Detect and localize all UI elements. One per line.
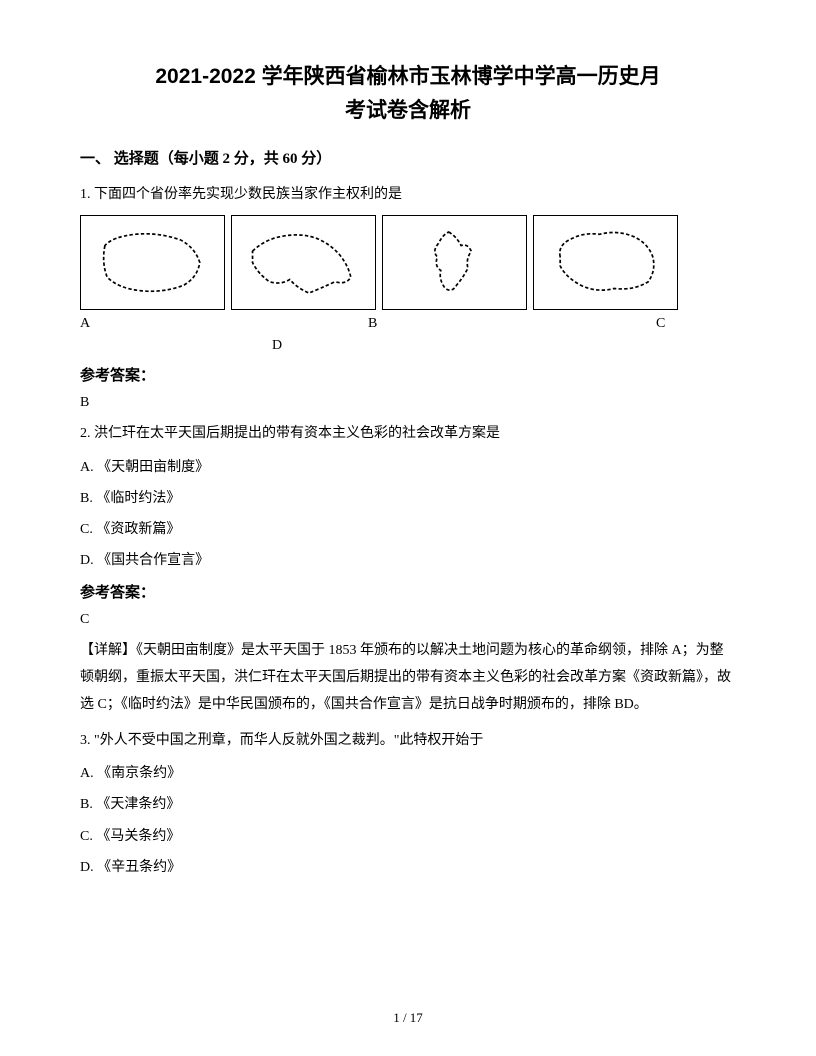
page-footer: 1 / 17 [0,1010,816,1026]
exam-title: 2021-2022 学年陕西省榆林市玉林博学中学高一历史月 考试卷含解析 [80,60,736,127]
q1-labels-row: A B C [80,316,736,332]
map-ningxia-icon [390,223,519,302]
q3-option-c: C. 《马关条约》 [80,824,736,849]
q2-text: 2. 洪仁玕在太平天国后期提出的带有资本主义色彩的社会改革方案是 [80,421,736,446]
q1-text: 1. 下面四个省份率先实现少数民族当家作主权利的是 [80,182,736,207]
map-tibet-icon [88,223,217,302]
q3-text: 3. "外人不受中国之刑章，而华人反就外国之裁判。"此特权开始于 [80,728,736,753]
map-box-b [231,215,376,310]
q1-label-d: D [272,338,736,354]
q2-option-d: D. 《国共合作宣言》 [80,548,736,573]
title-line1: 2021-2022 学年陕西省榆林市玉林博学中学高一历史月 [80,60,736,94]
q3-option-b: B. 《天津条约》 [80,792,736,817]
map-box-a [80,215,225,310]
map-inner-mongolia-icon [239,223,368,302]
map-box-c [382,215,527,310]
q2-option-b: B. 《临时约法》 [80,486,736,511]
q2-option-c: C. 《资政新篇》 [80,517,736,542]
map-box-d [533,215,678,310]
title-line2: 考试卷含解析 [80,94,736,128]
map-xinjiang-icon [541,223,670,302]
q1-answer: B [80,395,736,411]
q2-option-a: A. 《天朝田亩制度》 [80,455,736,480]
q2-answer-label: 参考答案： [80,581,736,602]
q1-label-c: C [656,316,676,332]
q3-option-d: D. 《辛丑条约》 [80,855,736,880]
q1-label-a: A [80,316,368,332]
maps-row [80,215,736,310]
q3-option-a: A. 《南京条约》 [80,761,736,786]
section-header: 一、 选择题（每小题 2 分，共 60 分） [80,147,736,168]
q2-explain: 【详解】《天朝田亩制度》是太平天国于 1853 年颁布的以解决土地问题为核心的革… [80,638,736,718]
q2-answer: C [80,612,736,628]
q1-answer-label: 参考答案： [80,364,736,385]
q1-label-b: B [368,316,656,332]
